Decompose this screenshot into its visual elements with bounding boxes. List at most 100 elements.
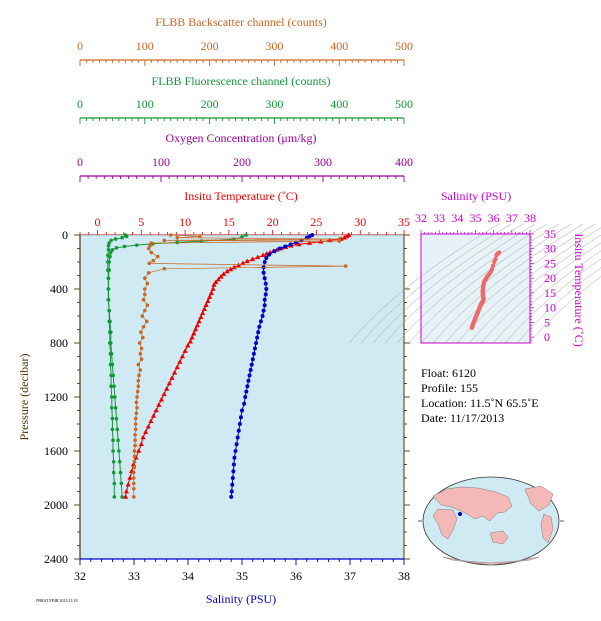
oxygen-tick-label: 400 [395,155,413,169]
temperature-point [125,481,131,487]
backscatter-point [133,433,137,437]
temperature-tick-label: 15 [223,215,235,229]
ts-point [494,253,499,258]
backscatter-point [132,460,137,464]
backscatter-point [144,319,149,324]
temperature-point [191,330,197,336]
temperature-point [218,274,224,279]
salinity-point [262,276,267,281]
map-land-australia [489,530,509,545]
ts-temperature-tick-label: 20 [544,271,556,285]
fluorescence-point [106,298,111,302]
backscatter-point [168,233,173,237]
salinity-point [256,330,261,335]
backscatter-point [148,244,152,248]
salinity-point [230,476,235,480]
salinity-tick-label: 35 [236,569,248,583]
fluorescence-tick-label: 500 [395,97,413,111]
temperature-point [174,364,180,370]
salinity-point [231,462,236,467]
salinity-point [229,494,234,499]
salinity-point [236,428,241,433]
fluorescence-point [109,384,113,389]
temperature-point [344,233,350,239]
ts-temperature-tick-label: 30 [544,242,556,256]
salinity-point [264,255,269,260]
ts-inset-background [420,233,531,344]
backscatter-point [133,443,137,448]
fluorescence-point [106,253,110,258]
salinity-point [263,281,268,286]
backscatter-tick-label: 200 [201,39,219,53]
temperature-point [210,286,216,291]
fluorescence-tick-label: 0 [77,97,83,111]
ts-salinity-tick-label: 33 [433,211,445,225]
salinity-point [264,287,269,291]
backscatter-point [132,454,137,459]
salinity-point [254,341,259,345]
oxygen-point [119,481,124,486]
temperature-point [205,298,211,303]
oxygen-point [120,495,124,499]
pressure-tick-label: 400 [50,282,68,296]
backscatter-point [175,235,179,240]
temperature-tick-label: 5 [138,215,144,229]
temperature-point [158,396,165,402]
backscatter-point [131,476,136,480]
fluorescence-point [112,495,117,499]
oxygen-point [113,406,118,410]
fluorescence-point [109,238,113,243]
ts-density-contour [492,250,601,344]
temperature-point [138,441,144,447]
ts-temperature-tick-label: 0 [544,330,550,344]
ts-density-contour [348,223,500,344]
temperature-point [255,254,261,260]
oxygen-point [244,233,248,237]
salinity-point [277,246,282,251]
backscatter-point [162,238,167,243]
salinity-point [247,373,252,378]
temperature-point [198,314,204,320]
backscatter-point [135,389,140,394]
fluorescence-point [108,330,112,335]
temperature-point [213,279,219,285]
fluorescence-tick-label: 300 [265,97,283,111]
backscatter-point [133,416,138,421]
temperature-tick-label: 0 [95,215,101,229]
temperature-axis-label: Insitu Temperature (˚C) [184,189,298,203]
pressure-axis: 0 400 800 1200 1600 2000 2400 [44,228,410,566]
temperature-point [156,402,162,407]
temperature-point [201,306,207,312]
backscatter-point [137,341,142,345]
map-land-north-america [524,485,554,512]
ts-salinity-tick-label: 35 [470,211,482,225]
backscatter-point [132,465,137,470]
salinity-point [248,368,253,372]
backscatter-point [141,298,146,302]
ts-density-contour [504,258,601,344]
fluorescence-tick-label: 200 [201,97,219,111]
salinity-point [231,469,236,474]
ts-density-contour [372,223,524,344]
pressure-tick-label: 800 [50,336,68,350]
salinity-tick-label: 37 [344,569,356,583]
oxygen-point [114,246,119,250]
oxygen-tick-label: 200 [233,155,251,169]
temperature-point [153,407,159,413]
temperature-point [194,322,200,328]
backscatter-point [137,373,141,378]
temperature-point [150,413,157,418]
temperature-point [240,260,246,266]
temperature-point [196,318,202,324]
salinity-point [230,482,235,487]
fluorescence-point [111,470,116,475]
ts-temperature-label: Insitu Temperature (˚C) [572,233,586,347]
backscatter-point [337,239,342,243]
date: Date: 11/17/2013 [421,411,505,425]
salinity-point [244,389,249,394]
salinity-point [229,489,234,494]
ts-density-contour [384,223,536,344]
temperature-point [215,276,221,282]
backscatter-point [151,258,156,263]
backscatter-point [136,384,141,389]
